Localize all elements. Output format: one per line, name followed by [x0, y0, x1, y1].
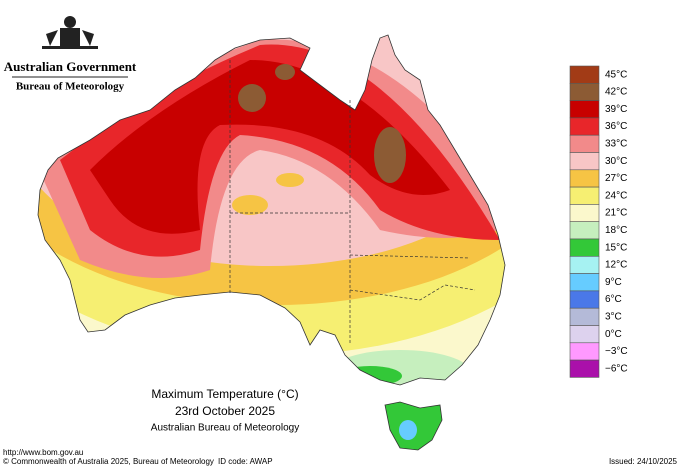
emblem: [42, 16, 98, 49]
legend-label: 0°C: [605, 329, 622, 340]
legend-label: 18°C: [605, 225, 627, 236]
legend-label: 6°C: [605, 294, 622, 305]
legend-label: 30°C: [605, 156, 627, 167]
legend-swatch: [569, 325, 600, 344]
legend-label: 33°C: [605, 138, 627, 149]
legend-label: 36°C: [605, 121, 627, 132]
legend-swatch: [569, 117, 600, 136]
map-date: 23rd October 2025: [175, 404, 275, 418]
legend-label: 21°C: [605, 208, 627, 219]
legend-label: 9°C: [605, 277, 622, 288]
map-title: Maximum Temperature (°C): [151, 387, 298, 401]
map-agency: Australian Bureau of Meteorology: [151, 423, 299, 434]
copyright: © Commonwealth of Australia 2025, Bureau…: [3, 457, 214, 466]
url: http://www.bom.gov.au: [3, 448, 83, 457]
legend-swatch: [569, 290, 600, 309]
legend-swatch: [569, 186, 600, 205]
legend-swatch: [569, 342, 600, 361]
legend-swatch: [569, 169, 600, 188]
issued: Issued: 24/10/2025: [609, 457, 678, 466]
coastline: [37, 34, 506, 451]
legend-swatch: [569, 221, 600, 240]
legend-label: −6°C: [605, 363, 628, 374]
legend-swatch: [569, 152, 600, 171]
legend-label: 39°C: [605, 104, 627, 115]
legend-swatch: [569, 134, 600, 153]
legend-swatch: [569, 100, 600, 119]
legend-swatch: [569, 83, 600, 101]
legend-swatch: [569, 204, 600, 222]
legend-swatch: [569, 65, 600, 84]
legend-label: 42°C: [605, 87, 627, 98]
legend-label: 45°C: [605, 69, 627, 80]
legend-swatch: [569, 273, 600, 292]
legend-label: 27°C: [605, 173, 627, 184]
legend: 45°C 42°C 39°C 36°C 33°C 30°C 27°C 24°C 21°C 18°C…: [569, 65, 628, 378]
legend-label: −3°C: [605, 346, 628, 357]
legend-swatch: [569, 359, 600, 378]
legend-swatch: [569, 238, 600, 257]
government: Australian Government: [4, 59, 137, 74]
legend-swatch: [569, 307, 600, 326]
legend-label: 3°C: [605, 311, 622, 322]
bureau: Bureau of Meteorology: [16, 81, 125, 93]
legend-label: 12°C: [605, 260, 627, 271]
state-borders: [229, 60, 476, 345]
legend-label: 24°C: [605, 190, 627, 201]
id-code: ID code: AWAP: [218, 457, 273, 466]
legend-swatch: [569, 255, 600, 274]
legend-label: 15°C: [605, 242, 627, 253]
